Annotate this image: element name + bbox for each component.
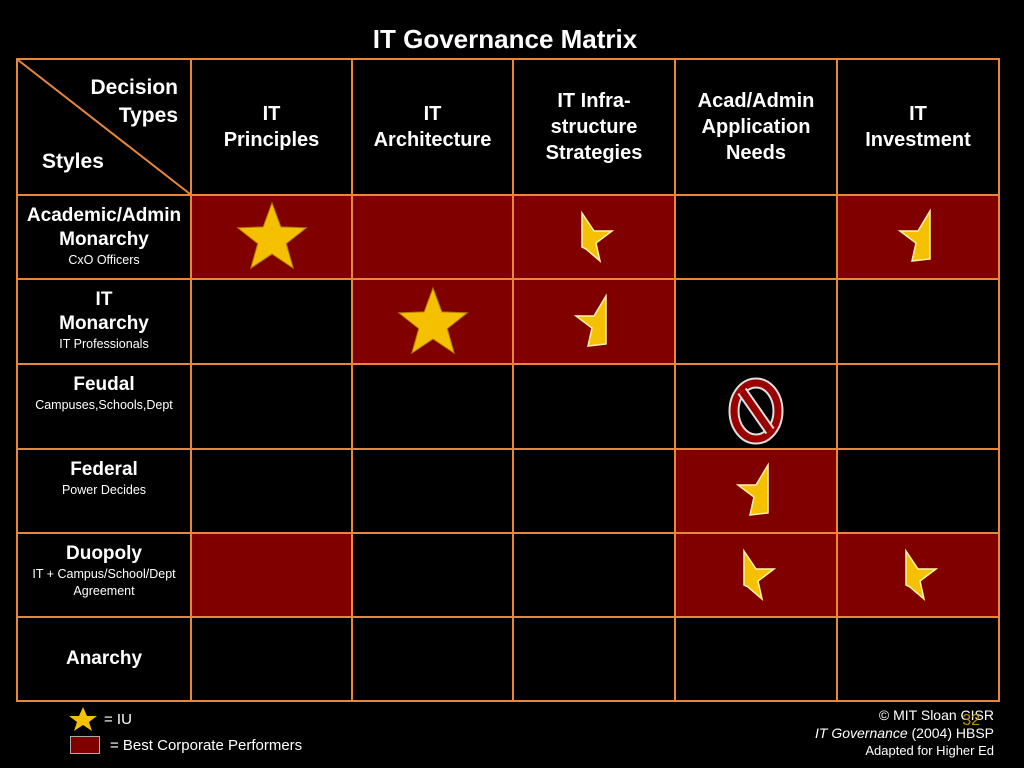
matrix-cell (836, 363, 1000, 450)
matrix-cell (674, 278, 838, 365)
row-style-name: Academic/Admin Monarchy (26, 205, 182, 250)
matrix-cell (674, 194, 838, 280)
column-header: IT Architecture (351, 58, 514, 196)
matrix-cell (512, 532, 676, 618)
matrix-cell-best-performer (190, 532, 353, 618)
matrix-cell (836, 616, 1000, 702)
corner-diagonal (17, 59, 191, 195)
column-header: IT Investment (836, 58, 1000, 196)
row-header: Duopoly IT + Campus/School/Dept Agreement (16, 532, 192, 618)
best-performer-swatch (70, 736, 100, 754)
corner-header-cell: Decision Types Styles (16, 58, 192, 196)
matrix-cell (190, 363, 353, 450)
legend-best-label: = Best Corporate Performers (110, 736, 303, 754)
governance-matrix: Decision Types Styles IT Principles IT Ar… (16, 58, 1000, 702)
row-style-name: Duopoly (66, 543, 142, 564)
row-header: Federal Power Decides (16, 448, 192, 534)
matrix-cell (674, 616, 838, 702)
credit-publisher: (2004) HBSP (907, 725, 995, 741)
column-header: IT Principles (190, 58, 353, 196)
matrix-cell (190, 616, 353, 702)
star-icon (69, 707, 97, 731)
styles-label: Styles (42, 150, 104, 173)
page-title: IT Governance Matrix (372, 24, 638, 54)
row-header: IT Monarchy IT Professionals (16, 278, 192, 365)
row-style-name: Feudal (73, 374, 135, 395)
row-style-description: IT Professionals (59, 337, 149, 351)
matrix-cell (351, 363, 514, 450)
matrix-cell-best-performer (351, 194, 514, 280)
credit-book-title: IT Governance (815, 725, 908, 741)
matrix-cell (512, 448, 676, 534)
matrix-cell (351, 532, 514, 618)
matrix-cell (190, 278, 353, 365)
matrix-cell (512, 616, 676, 702)
row-header: Feudal Campuses,Schools,Dept (16, 363, 192, 450)
iu-partial-star-icon (581, 210, 615, 264)
row-style-description: Campuses,Schools,Dept (35, 398, 173, 412)
iu-partial-star-icon (735, 462, 769, 516)
matrix-cell (836, 448, 1000, 534)
row-style-description: CxO Officers (68, 253, 140, 267)
row-style-description: Power Decides (61, 483, 147, 497)
matrix-cell (512, 363, 676, 450)
iu-partial-star-icon (573, 292, 607, 347)
credit-line-1: © MIT Sloan CISR (878, 707, 994, 723)
row-style-name: Anarchy (65, 648, 143, 669)
iu-partial-star-icon (905, 548, 939, 602)
iu-partial-star-icon (743, 548, 777, 602)
matrix-cell (351, 616, 514, 702)
legend-iu: = IU (69, 706, 302, 732)
row-header: Academic/Admin Monarchy CxO Officers (16, 194, 192, 280)
matrix-cell (190, 448, 353, 534)
decision-types-label: Decision Types (90, 76, 178, 127)
iu-full-star-icon (396, 286, 469, 354)
iu-full-star-icon (235, 201, 308, 270)
iu-partial-star-icon (897, 208, 931, 262)
row-style-name: IT Monarchy (59, 289, 149, 334)
legend: = IU = Best Corporate Performers (69, 706, 302, 758)
matrix-cell (836, 278, 1000, 365)
row-header: Anarchy (16, 616, 192, 702)
credit-line-2: IT Governance (2004) HBSP (815, 724, 994, 742)
legend-iu-label: = IU (104, 710, 132, 728)
column-header: IT Infra- structure Strategies (512, 58, 676, 196)
credit-line-3: Adapted for Higher Ed (865, 743, 994, 758)
matrix-cell (351, 448, 514, 534)
slide-number: 32 (962, 712, 980, 729)
credit-block: © MIT Sloan CISR IT Governance (2004) HB… (815, 706, 994, 760)
row-style-name: Federal (70, 459, 138, 480)
row-style-description: IT + Campus/School/Dept Agreement (32, 567, 176, 598)
column-header: Acad/Admin Application Needs (674, 58, 838, 196)
prohibited-icon (728, 377, 784, 444)
legend-best: = Best Corporate Performers (70, 732, 302, 758)
